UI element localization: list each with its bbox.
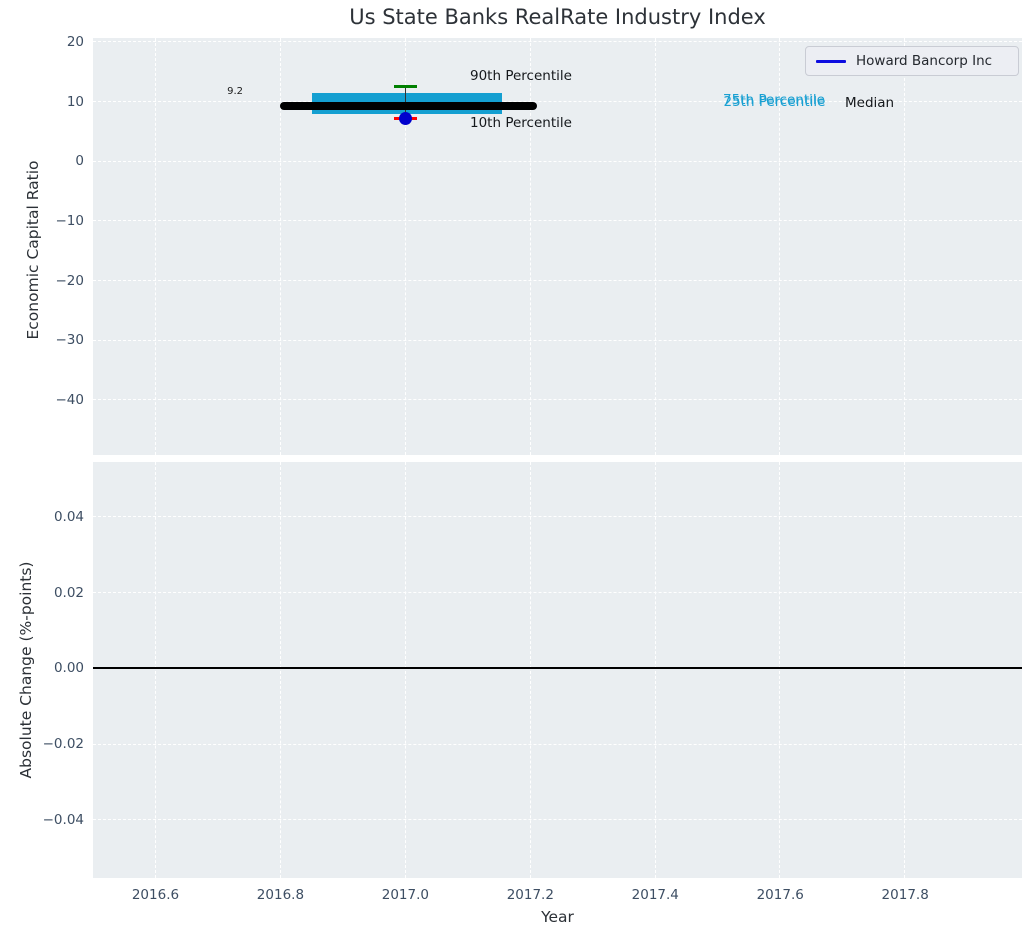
zero-line	[93, 667, 1022, 670]
y-tick-label: −0.04	[42, 812, 84, 829]
y-axis-label-bottom: Absolute Change (%-points)	[17, 561, 35, 779]
x-tick-label: 2017.6	[756, 887, 804, 903]
gridline-vertical	[779, 462, 781, 878]
gridline-vertical	[904, 462, 906, 878]
x-tick-label: 2017.2	[506, 887, 554, 903]
gridline-vertical	[404, 462, 406, 878]
gridline-vertical	[279, 462, 281, 878]
gridline-vertical	[529, 38, 531, 455]
y-tick-label: 0.04	[53, 508, 84, 525]
top-plot-area: 9.2 90th Percentile 10th Percentile 75th…	[93, 38, 1022, 455]
gridline-vertical	[654, 462, 656, 878]
gridline-horizontal	[93, 41, 1022, 43]
gridline-vertical	[779, 38, 781, 455]
gridline-vertical	[154, 38, 156, 455]
p25-annotation: 25th Percentile	[723, 93, 826, 110]
x-tick-label: 2017.4	[631, 887, 679, 903]
gridline-horizontal	[93, 339, 1022, 341]
gridline-horizontal	[93, 220, 1022, 222]
p75-annotation: 75th Percentile	[723, 92, 825, 108]
p90-cap-marker	[394, 85, 417, 89]
gridline-vertical	[154, 462, 156, 878]
x-tick-label: 2017.8	[881, 887, 929, 903]
x-axis-label: Year	[541, 908, 574, 926]
p90-annotation: 90th Percentile	[470, 68, 572, 84]
legend-label: Howard Bancorp Inc	[856, 53, 993, 69]
gridline-horizontal	[93, 743, 1022, 745]
page-title: Us State Banks RealRate Industry Index	[349, 5, 766, 29]
gridline-vertical	[529, 462, 531, 878]
p10-annotation: 10th Percentile	[470, 115, 572, 131]
x-tick-label: 2016.6	[131, 887, 180, 903]
gridline-horizontal	[93, 160, 1022, 162]
y-axis-label-top: Economic Capital Ratio	[24, 160, 42, 340]
gridline-vertical	[404, 38, 406, 455]
bottom-plot-area	[93, 462, 1022, 878]
gridline-horizontal	[93, 819, 1022, 821]
gridline-vertical	[279, 38, 281, 455]
y-tick-label: −0.02	[42, 736, 84, 753]
median-label-annotation: Median	[845, 95, 895, 111]
gridline-horizontal	[93, 100, 1022, 102]
y-tick-label: 0.02	[53, 584, 84, 601]
gridline-horizontal	[93, 591, 1022, 593]
legend-line-swatch	[816, 59, 846, 63]
company-point	[398, 112, 412, 126]
gridline-horizontal	[93, 279, 1022, 281]
gridline-vertical	[654, 38, 656, 455]
median-value-annotation: 9.2	[227, 86, 243, 97]
gridline-horizontal	[93, 516, 1022, 518]
x-tick-label: 2016.8	[256, 887, 305, 903]
legend: Howard Bancorp Inc	[805, 46, 1019, 76]
y-tick-label: 0.00	[53, 660, 84, 677]
gridline-vertical	[904, 38, 906, 455]
x-tick-label: 2017.0	[381, 887, 429, 903]
gridline-horizontal	[93, 399, 1022, 401]
median-line	[280, 102, 537, 111]
